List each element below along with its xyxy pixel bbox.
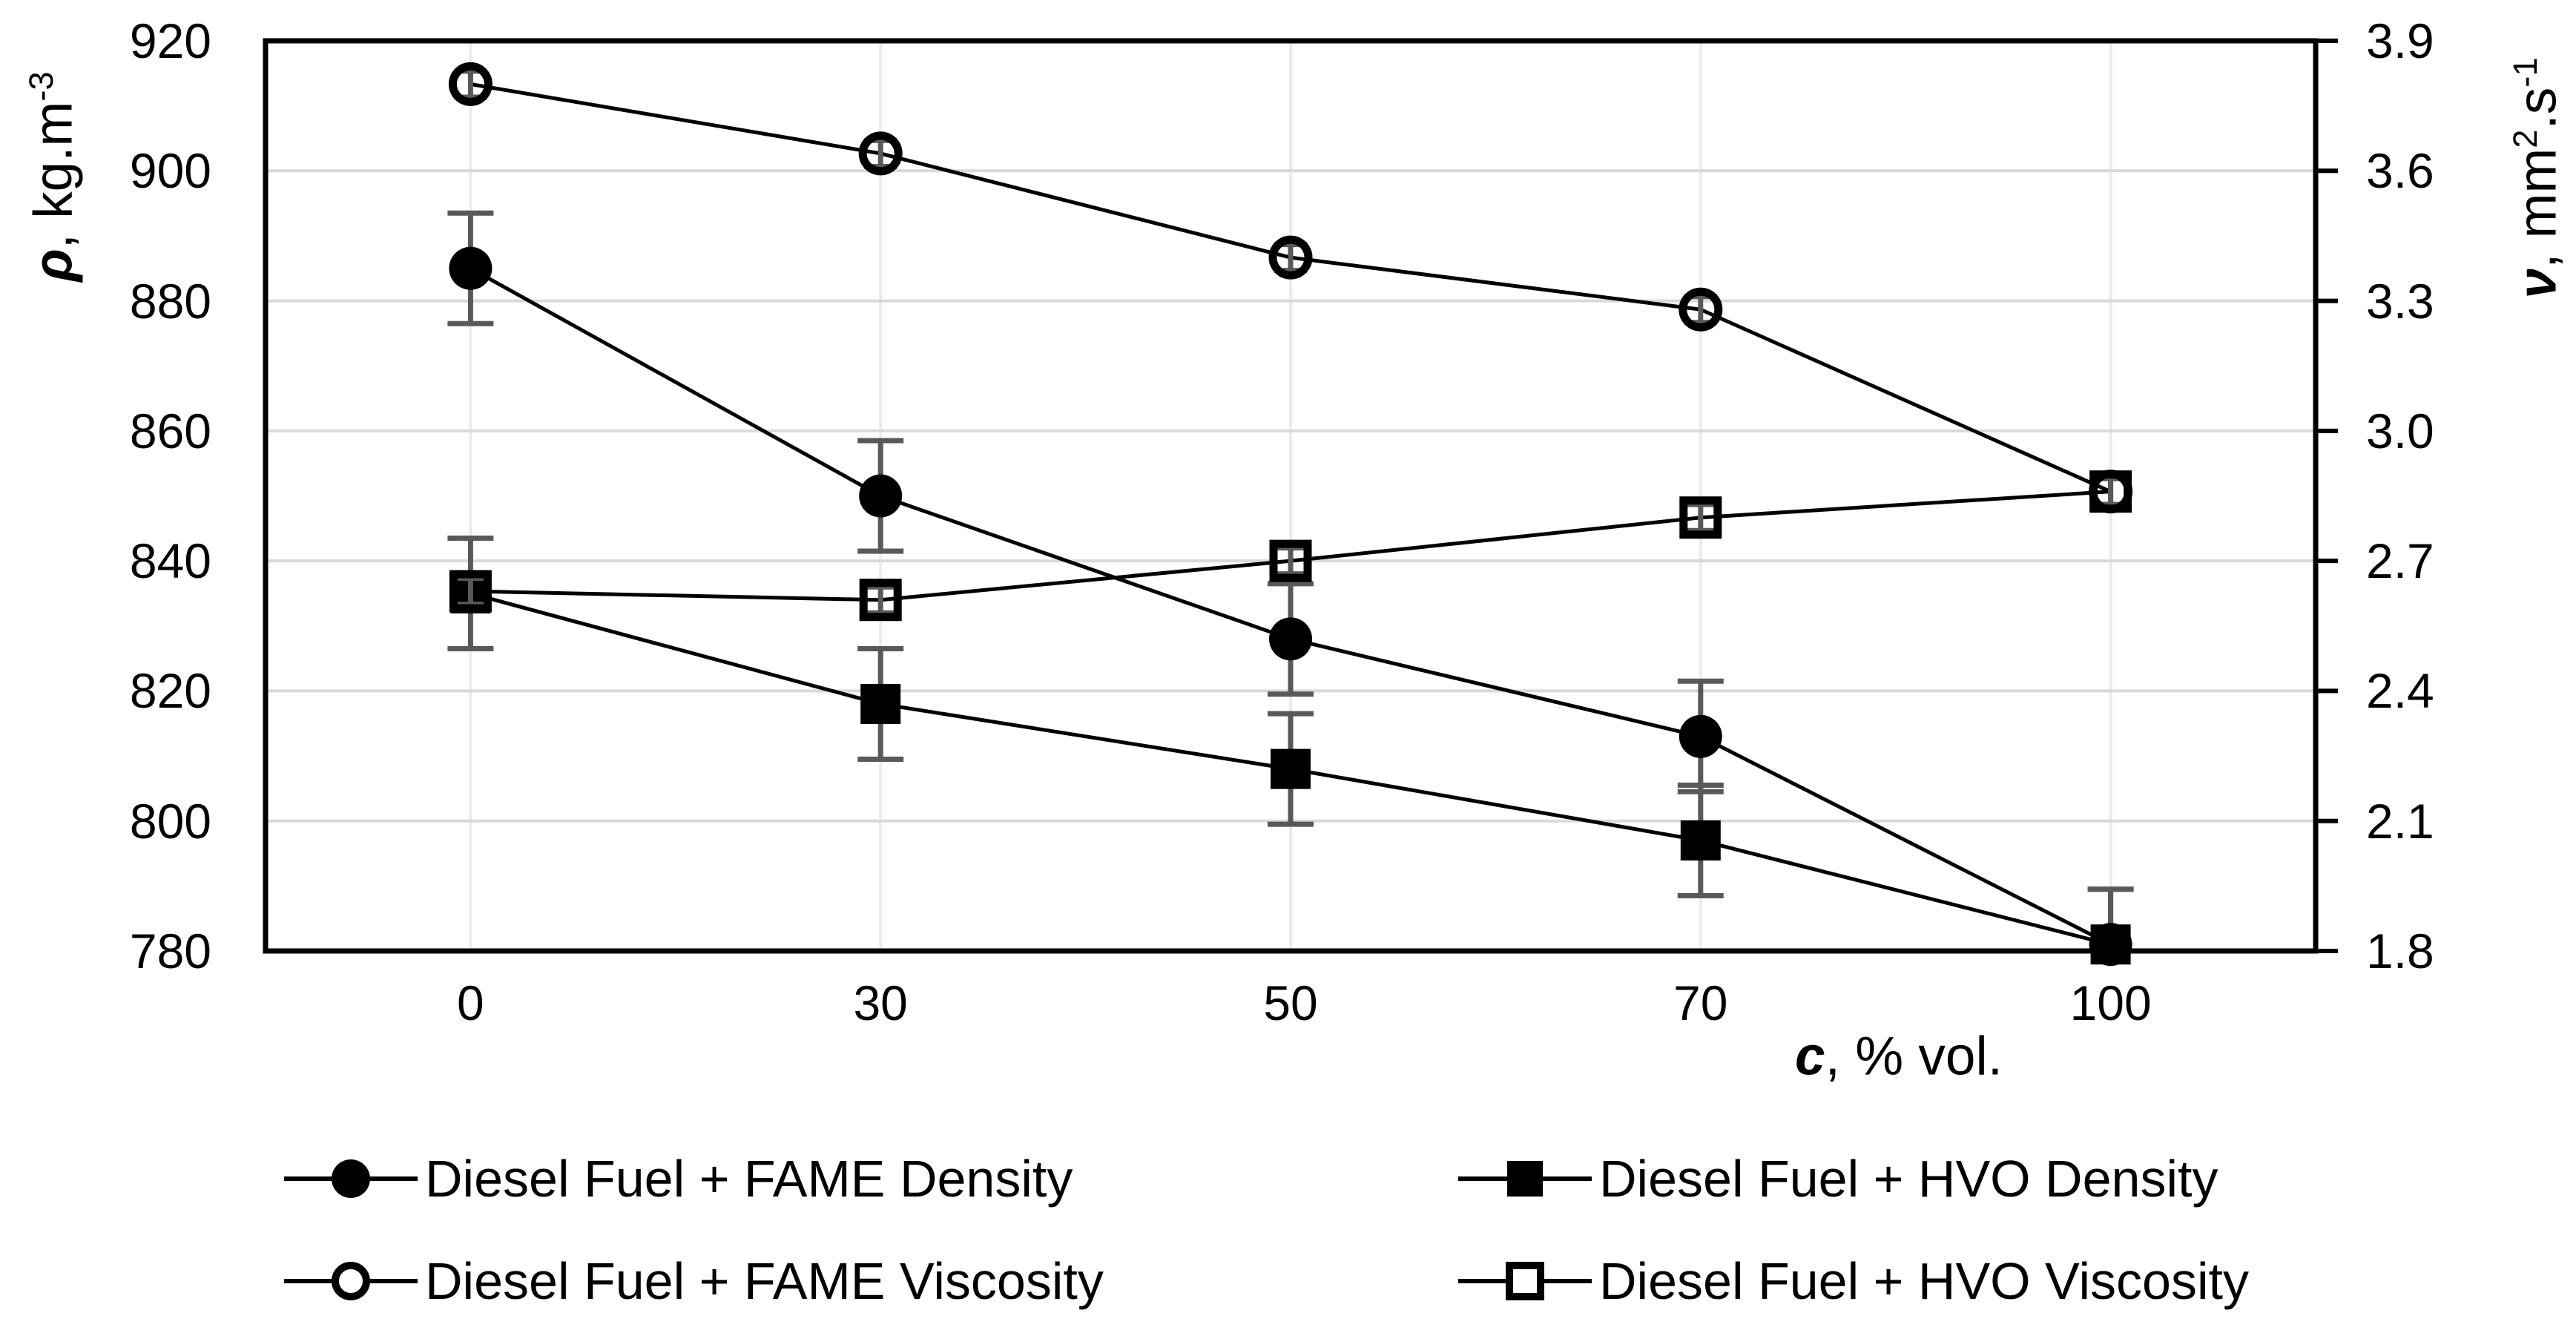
- marker-filled-square: [2090, 924, 2131, 965]
- marker-open-square: [2089, 470, 2132, 513]
- legend-marker-filled-square-icon: [1458, 1161, 1592, 1197]
- nu-symbol: ν: [2507, 268, 2568, 299]
- marker-open-circle: [1268, 235, 1313, 280]
- right-axis-title: ν, mm2.s-1: [2506, 57, 2568, 299]
- x-axis-tick-label: 30: [853, 975, 908, 1030]
- left-axis-tick-label: 880: [129, 273, 211, 329]
- legend-label: Diesel Fuel + FAME Density: [425, 1150, 1073, 1208]
- right-axis-tick-label: 1.8: [2366, 924, 2434, 978]
- plot-border: [263, 38, 2319, 954]
- left-axis-tick-label: 800: [129, 793, 211, 849]
- x-axis-title: c, % vol.: [1795, 1026, 2003, 1087]
- left-axis-tick-label: 840: [129, 533, 211, 589]
- legend-marker-open-square-icon: [1458, 1262, 1592, 1300]
- legend-entry-hvo-viscosity: Diesel Fuel + HVO Viscosity: [1458, 1248, 2249, 1314]
- legend-entry-fame-viscosity: Diesel Fuel + FAME Viscosity: [284, 1248, 1104, 1314]
- marker-open-circle: [858, 131, 903, 176]
- x-axis-tick-label: 50: [1263, 975, 1318, 1030]
- marker-open-circle: [448, 62, 493, 106]
- right-axis-tick-label: 2.7: [2366, 533, 2434, 589]
- marker-open-square: [449, 570, 492, 613]
- left-axis-title: ρ, kg.m-3: [22, 71, 84, 282]
- left-axis-tick-label: 820: [129, 663, 211, 719]
- legend-label: Diesel Fuel + HVO Density: [1599, 1150, 2218, 1208]
- legend-marker-filled-circle-icon: [284, 1159, 418, 1198]
- right-axis-tick-label: 2.1: [2366, 793, 2434, 849]
- left-axis-tick-label: 780: [129, 924, 211, 978]
- rho-symbol: ρ: [23, 249, 84, 282]
- left-axis-tick-label: 900: [129, 143, 211, 199]
- x-axis-tick-label: 100: [2069, 975, 2152, 1030]
- marker-open-square: [859, 579, 902, 622]
- x-axis-tick-label: 70: [1673, 975, 1728, 1030]
- legend-entry-hvo-density: Diesel Fuel + HVO Density: [1458, 1145, 2218, 1212]
- marker-filled-circle: [449, 246, 493, 290]
- left-axis-tick-label: 860: [129, 403, 211, 458]
- marker-filled-square: [1680, 820, 1721, 861]
- marker-open-circle: [1679, 287, 1723, 332]
- marker-filled-circle: [859, 474, 903, 518]
- marker-open-square: [1679, 496, 1722, 539]
- marker-filled-circle: [1269, 617, 1312, 661]
- x-axis-tick-label: 0: [457, 975, 484, 1030]
- legend-label: Diesel Fuel + HVO Viscosity: [1599, 1252, 2249, 1310]
- right-axis-tick-label: 2.4: [2366, 663, 2434, 719]
- marker-filled-square: [1271, 748, 1311, 789]
- marker-open-square: [1269, 539, 1312, 582]
- right-axis-tick-label: 3.9: [2366, 13, 2434, 68]
- right-axis-tick-label: 3.6: [2366, 143, 2434, 199]
- legend-label: Diesel Fuel + FAME Viscosity: [425, 1252, 1104, 1310]
- right-axis-tick-label: 3.0: [2366, 403, 2434, 458]
- legend-entry-fame-density: Diesel Fuel + FAME Density: [284, 1145, 1073, 1212]
- c-symbol: c: [1795, 1026, 1825, 1087]
- marker-filled-circle: [1679, 714, 1722, 758]
- legend-marker-open-circle-icon: [284, 1262, 418, 1300]
- left-axis-tick-label: 920: [129, 13, 211, 68]
- right-axis-tick-label: 3.3: [2366, 273, 2434, 329]
- marker-filled-square: [860, 683, 901, 724]
